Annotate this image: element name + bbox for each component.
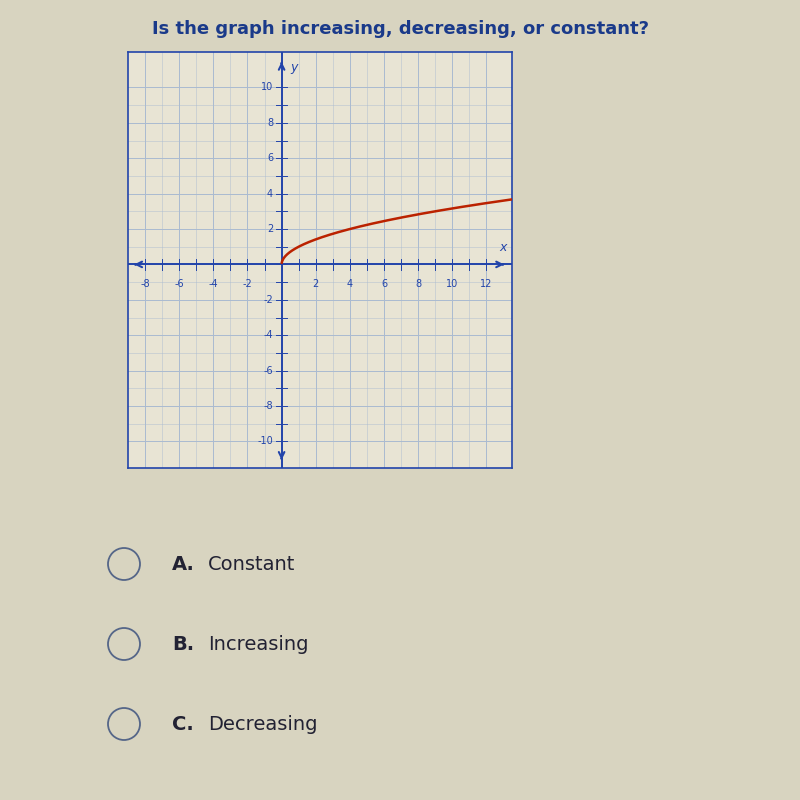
Text: 4: 4 — [267, 189, 273, 198]
Text: A.: A. — [172, 554, 195, 574]
Text: 12: 12 — [480, 278, 493, 289]
Text: 10: 10 — [261, 82, 273, 93]
Text: -2: -2 — [242, 278, 252, 289]
Text: 8: 8 — [267, 118, 273, 128]
Text: x: x — [500, 241, 507, 254]
Text: 8: 8 — [415, 278, 421, 289]
Text: C.: C. — [172, 714, 194, 734]
Text: 4: 4 — [347, 278, 353, 289]
Text: -6: -6 — [174, 278, 184, 289]
Text: -4: -4 — [209, 278, 218, 289]
Text: 10: 10 — [446, 278, 458, 289]
Text: -2: -2 — [263, 295, 273, 305]
Text: 2: 2 — [267, 224, 273, 234]
Text: -6: -6 — [263, 366, 273, 376]
Text: B.: B. — [172, 634, 194, 654]
Text: Decreasing: Decreasing — [208, 714, 318, 734]
Text: Increasing: Increasing — [208, 634, 309, 654]
Text: y: y — [290, 61, 298, 74]
Text: -4: -4 — [263, 330, 273, 340]
Text: Is the graph increasing, decreasing, or constant?: Is the graph increasing, decreasing, or … — [151, 20, 649, 38]
Text: -10: -10 — [258, 437, 273, 446]
Text: 6: 6 — [381, 278, 387, 289]
Text: 6: 6 — [267, 154, 273, 163]
Text: -8: -8 — [263, 401, 273, 411]
Text: Constant: Constant — [208, 554, 295, 574]
Text: 2: 2 — [313, 278, 319, 289]
Text: -8: -8 — [140, 278, 150, 289]
